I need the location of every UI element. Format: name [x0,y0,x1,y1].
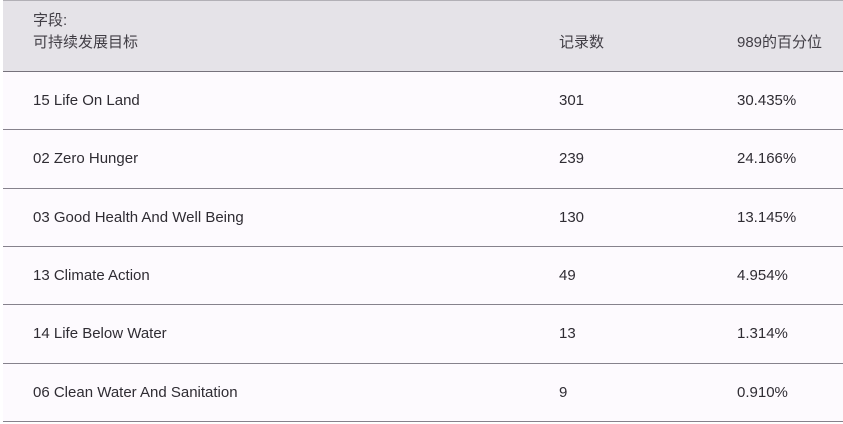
table-row[interactable]: 15 Life On Land 301 30.435% [3,72,843,131]
row-percentile: 0.910% [737,383,788,401]
table-row[interactable]: 03 Good Health And Well Being 130 13.145… [3,188,843,247]
field-prefix-label: 字段: [33,12,68,29]
row-records: 239 [559,150,585,168]
row-records: 130 [559,208,585,226]
row-records: 9 [559,383,568,401]
row-label: 06 Clean Water And Sanitation [33,383,238,401]
table-row[interactable]: 14 Life Below Water 13 1.314% [3,305,843,364]
row-percentile: 4.954% [737,267,788,285]
row-label: 15 Life On Land [33,92,140,110]
row-records: 49 [559,267,576,285]
table-row[interactable]: 13 Climate Action 49 4.954% [3,246,843,306]
row-label: 03 Good Health And Well Being [33,208,244,226]
column-header-percentile[interactable]: 989的百分位 [737,34,823,51]
table-body: 15 Life On Land 301 30.435% 02 Zero Hung… [3,72,843,424]
table-row[interactable]: 06 Clean Water And Sanitation 9 0.910% [3,363,843,422]
row-label: 14 Life Below Water [33,325,167,343]
column-header-records[interactable]: 记录数 [559,34,605,51]
field-header[interactable]: 字段: 可持续发展目标 [33,10,559,71]
row-percentile: 1.314% [737,325,788,343]
row-percentile: 13.145% [737,208,797,226]
row-records: 13 [559,325,576,343]
row-percentile: 30.435% [737,92,797,110]
table-header-row: 字段: 可持续发展目标 记录数 989的百分位 [3,0,843,72]
row-label: 13 Climate Action [33,267,150,285]
row-records: 301 [559,92,585,110]
row-percentile: 24.166% [737,150,797,168]
table-row[interactable]: 02 Zero Hunger 239 24.166% [3,130,843,189]
frequency-table: 字段: 可持续发展目标 记录数 989的百分位 15 Life On Land … [3,0,843,424]
field-name-label: 可持续发展目标 [33,34,139,51]
row-label: 02 Zero Hunger [33,150,139,168]
